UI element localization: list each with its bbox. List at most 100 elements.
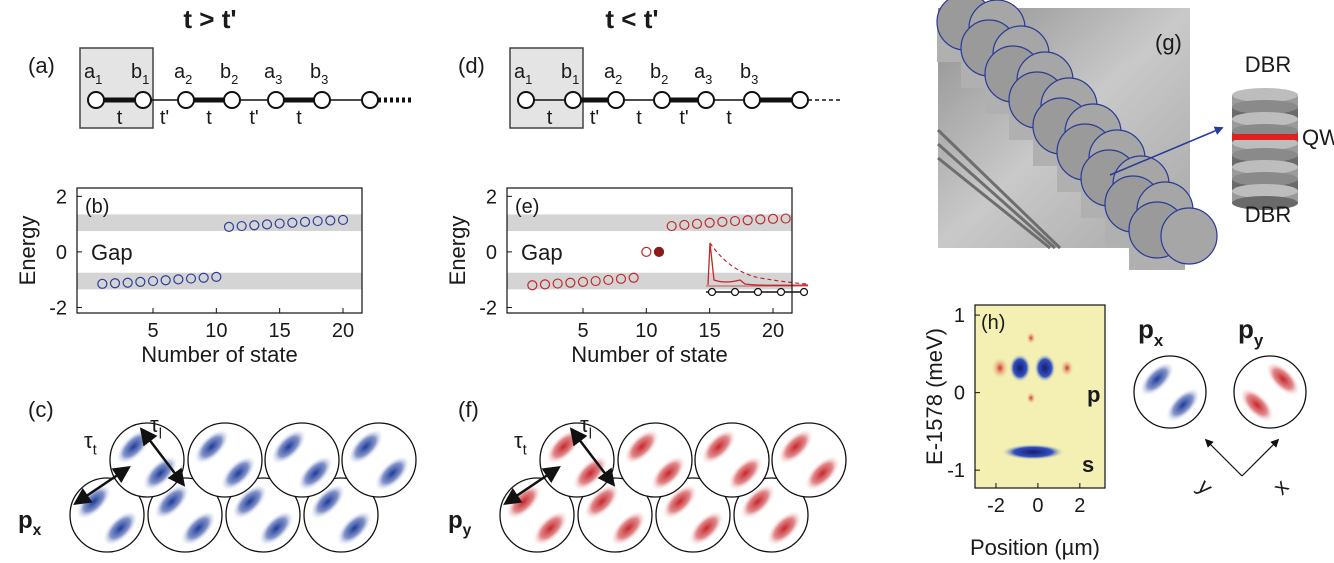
site-label-sub: 1 xyxy=(572,72,579,87)
mode-disk xyxy=(188,423,263,498)
mode-disk xyxy=(772,423,847,498)
site-label-main: b xyxy=(650,61,661,83)
annotation: Gap xyxy=(521,240,563,265)
hopping-label: τt xyxy=(514,428,527,459)
site-label: b3 xyxy=(310,61,328,87)
y-axis-label: Energy xyxy=(445,216,470,286)
mode-label-sub: y xyxy=(1254,331,1264,350)
site xyxy=(608,92,624,108)
mode-disk xyxy=(1134,356,1207,429)
y-tick-label: 1 xyxy=(954,305,965,327)
y-tick-label: 0 xyxy=(486,242,497,264)
y-tick-label: 2 xyxy=(486,186,497,208)
site xyxy=(268,92,284,108)
site-label-main: b xyxy=(310,61,321,83)
x-tick-label: 5 xyxy=(577,320,588,342)
site xyxy=(518,92,534,108)
x-axis-label: Position (µm) xyxy=(970,535,1100,560)
site-label-sub: 2 xyxy=(185,72,192,87)
site xyxy=(698,92,714,108)
annotation: s xyxy=(1082,452,1094,477)
bond-label: t xyxy=(206,107,212,129)
panel-label: (f) xyxy=(458,397,479,422)
x-axis-label: Number of state xyxy=(571,342,728,367)
y-axis-label: E-1578 (meV) xyxy=(922,328,947,465)
site-label-main: b xyxy=(561,61,572,83)
inset-site xyxy=(801,289,808,296)
bond-label: t' xyxy=(679,107,688,129)
site xyxy=(792,92,808,108)
hopping-label-sub: l xyxy=(589,427,592,443)
inset-site xyxy=(778,289,785,296)
site-label: b2 xyxy=(650,61,668,87)
site-label-sub: 2 xyxy=(661,72,668,87)
bond-label: t' xyxy=(590,107,599,129)
axis-name: x xyxy=(1268,474,1293,499)
bond-label: t xyxy=(547,107,553,129)
hopping-label-main: τ xyxy=(514,428,523,453)
site-label-main: b xyxy=(131,61,142,83)
site xyxy=(362,92,378,108)
site xyxy=(135,92,151,108)
page: t > t't < t'(a)a1b1a2b2a3b3tt'tt't(d)a1b… xyxy=(0,0,1334,563)
mode-label-main: p xyxy=(1238,314,1254,344)
site-label-sub: 1 xyxy=(95,72,102,87)
header: t < t' xyxy=(605,4,658,34)
hopping-label-sub: t xyxy=(93,443,97,459)
bond-label: t' xyxy=(160,107,169,129)
x-tick-label: 2 xyxy=(1074,495,1085,517)
hopping-label-main: τ xyxy=(580,412,589,437)
mode-label-main: p xyxy=(18,507,33,534)
bond-label: t' xyxy=(249,107,258,129)
panel-label: (a) xyxy=(28,53,55,78)
heat-blob xyxy=(991,356,1009,379)
heat-blob xyxy=(1034,354,1056,383)
stack-label: DBR xyxy=(1245,52,1291,77)
mode-label-main: p xyxy=(1138,314,1154,344)
site-label: a2 xyxy=(174,61,192,87)
axis-arrow xyxy=(1206,440,1242,476)
site-label-sub: 1 xyxy=(525,72,532,87)
y-tick-label: 2 xyxy=(56,186,67,208)
site xyxy=(744,92,760,108)
site xyxy=(88,92,104,108)
mode-disk xyxy=(342,423,417,498)
mode-disk xyxy=(110,423,185,498)
panel-label: (h) xyxy=(981,312,1005,334)
site-label: a3 xyxy=(694,61,712,87)
mode-label: px xyxy=(18,507,42,539)
x-tick-label: 15 xyxy=(269,320,291,342)
y-axis-label: Energy xyxy=(15,216,40,286)
x-tick-label: 10 xyxy=(635,320,657,342)
inset-site xyxy=(709,289,716,296)
hopping-label: τt xyxy=(84,428,97,459)
site-label-sub: 2 xyxy=(231,72,238,87)
y-tick-label: -2 xyxy=(479,297,497,319)
site-label-sub: 2 xyxy=(615,72,622,87)
mode-disk xyxy=(618,423,693,498)
site-label-sub: 3 xyxy=(751,72,758,87)
x-tick-label: 10 xyxy=(205,320,227,342)
heat-blob xyxy=(1009,354,1031,383)
heat-blob xyxy=(1001,444,1065,460)
inset-site xyxy=(732,289,739,296)
site-label: b3 xyxy=(740,61,758,87)
panel-label: (b) xyxy=(85,196,109,218)
x-tick-label: -2 xyxy=(987,495,1005,517)
axis-name: y xyxy=(1193,474,1218,499)
mode-disk xyxy=(265,423,340,498)
bond-label: t xyxy=(636,107,642,129)
site-label: a3 xyxy=(264,61,282,87)
x-tick-label: 5 xyxy=(147,320,158,342)
mode-label: px xyxy=(1138,314,1164,350)
site-label: b2 xyxy=(220,61,238,87)
hopping-label-main: τ xyxy=(84,428,93,453)
mode-label-sub: y xyxy=(463,522,472,539)
x-axis-label: Number of state xyxy=(141,342,298,367)
x-tick-label: 0 xyxy=(1032,495,1043,517)
panel-label: (g) xyxy=(1155,30,1182,55)
axis-arrow xyxy=(1242,440,1278,476)
panel-label: (e) xyxy=(515,196,539,218)
dbr-layer-top xyxy=(1232,112,1298,126)
site xyxy=(224,92,240,108)
